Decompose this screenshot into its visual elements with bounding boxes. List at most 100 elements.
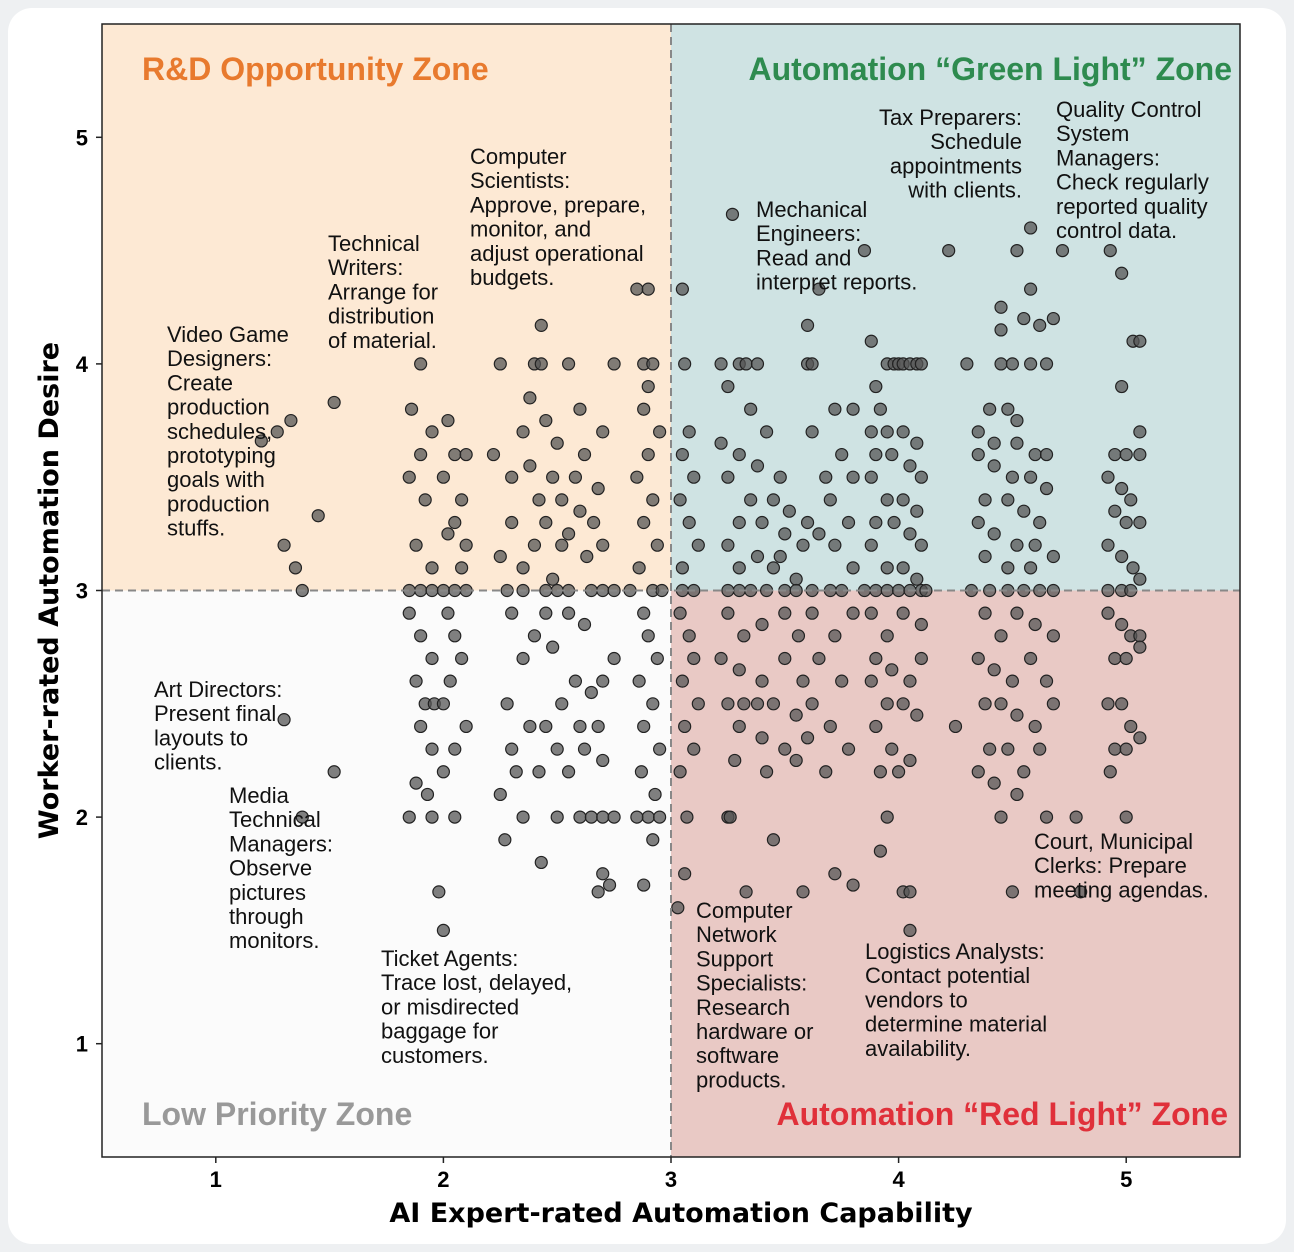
annotation-line: Managers: bbox=[229, 831, 333, 856]
data-point bbox=[983, 402, 997, 416]
data-point bbox=[1119, 742, 1133, 756]
data-point bbox=[1010, 606, 1024, 620]
data-point bbox=[914, 617, 928, 632]
data-point bbox=[789, 708, 803, 722]
data-point bbox=[983, 742, 997, 756]
data-point bbox=[1108, 447, 1122, 462]
data-point bbox=[828, 402, 842, 416]
data-point bbox=[755, 515, 769, 530]
data-point bbox=[791, 629, 806, 643]
data-point bbox=[885, 447, 899, 462]
data-point bbox=[675, 674, 689, 688]
data-point bbox=[978, 549, 992, 564]
data-point bbox=[978, 697, 992, 711]
data-point bbox=[1103, 765, 1117, 779]
y-tick-label: 4 bbox=[76, 352, 89, 377]
data-point bbox=[994, 357, 1008, 371]
data-point bbox=[873, 402, 887, 416]
y-tick-label: 1 bbox=[76, 1032, 88, 1057]
annotation-line: hardware or bbox=[696, 1019, 813, 1044]
data-point bbox=[739, 885, 753, 899]
data-point bbox=[971, 447, 985, 462]
data-point bbox=[732, 719, 746, 734]
data-point bbox=[682, 425, 696, 439]
data-point bbox=[789, 753, 803, 768]
data-point bbox=[1028, 447, 1042, 462]
data-point bbox=[596, 425, 610, 439]
data-point bbox=[591, 885, 605, 899]
data-point bbox=[534, 318, 548, 332]
data-point bbox=[641, 810, 655, 824]
data-point bbox=[744, 493, 758, 507]
data-point bbox=[486, 447, 501, 462]
data-point bbox=[903, 885, 917, 899]
data-point bbox=[523, 459, 537, 473]
data-point bbox=[577, 447, 592, 462]
data-point bbox=[885, 742, 899, 756]
data-point bbox=[1039, 810, 1054, 824]
annotation-line: Tax Preparers: bbox=[879, 105, 1022, 130]
data-point bbox=[789, 572, 803, 586]
data-point bbox=[896, 493, 910, 507]
data-point bbox=[1028, 538, 1042, 552]
x-axis-label: AI Expert-rated Automation Capability bbox=[389, 1198, 973, 1229]
data-point bbox=[680, 810, 694, 824]
annotation-line: Media bbox=[229, 783, 290, 808]
data-point bbox=[516, 810, 530, 824]
annotation-line: or misdirected bbox=[381, 994, 519, 1019]
data-point bbox=[561, 527, 576, 541]
data-point bbox=[896, 561, 910, 575]
annotation-line: Logistics Analysts: bbox=[865, 939, 1045, 964]
data-point bbox=[1017, 311, 1031, 326]
data-point bbox=[432, 885, 446, 899]
data-point bbox=[1046, 629, 1060, 643]
data-point bbox=[1046, 697, 1060, 711]
data-point bbox=[978, 493, 992, 507]
annotation-line: budgets. bbox=[470, 265, 554, 290]
data-point bbox=[869, 447, 883, 462]
data-point bbox=[523, 719, 537, 734]
data-point bbox=[500, 697, 514, 711]
data-point bbox=[987, 436, 1001, 450]
annotation-line: Video Game bbox=[167, 322, 289, 347]
annotation-line: interpret reports. bbox=[756, 270, 917, 295]
annotation-court: Court, Municipal Clerks: Prepare meeting a… bbox=[1034, 829, 1209, 902]
data-point bbox=[577, 617, 592, 632]
data-point bbox=[596, 753, 610, 768]
data-point bbox=[750, 357, 765, 371]
data-point bbox=[1108, 504, 1122, 518]
data-point bbox=[673, 765, 687, 779]
data-point bbox=[402, 810, 416, 824]
data-point bbox=[732, 663, 746, 677]
data-point bbox=[778, 606, 792, 620]
data-point bbox=[425, 651, 439, 666]
data-point bbox=[455, 493, 469, 507]
annotation-line: monitor, and bbox=[470, 217, 591, 242]
data-point bbox=[691, 697, 705, 711]
data-point bbox=[596, 538, 610, 552]
data-point bbox=[732, 447, 746, 462]
data-point bbox=[1010, 244, 1024, 258]
data-point bbox=[1108, 651, 1122, 666]
data-point bbox=[534, 855, 548, 870]
annotation-line: of material. bbox=[328, 328, 437, 353]
axis-ticks: 1 2 3 4 5 1 2 3 4 5 bbox=[76, 125, 1133, 1192]
data-point bbox=[835, 674, 849, 688]
data-point bbox=[819, 765, 833, 779]
data-point bbox=[903, 527, 917, 541]
annotation-line: Ticket Agents: bbox=[381, 946, 518, 971]
data-point bbox=[414, 357, 428, 371]
data-point bbox=[550, 436, 564, 450]
data-point bbox=[568, 674, 583, 688]
data-point bbox=[759, 765, 774, 779]
annotation-logistics: Logistics Analysts: Contact potential vend… bbox=[865, 939, 1047, 1061]
data-point bbox=[448, 629, 462, 643]
data-point bbox=[637, 606, 651, 620]
data-point bbox=[687, 742, 701, 756]
data-point bbox=[555, 697, 569, 711]
data-point bbox=[1010, 413, 1024, 428]
data-point bbox=[1133, 334, 1147, 348]
data-point bbox=[1039, 447, 1054, 462]
data-point bbox=[891, 765, 906, 779]
data-point bbox=[539, 606, 553, 620]
